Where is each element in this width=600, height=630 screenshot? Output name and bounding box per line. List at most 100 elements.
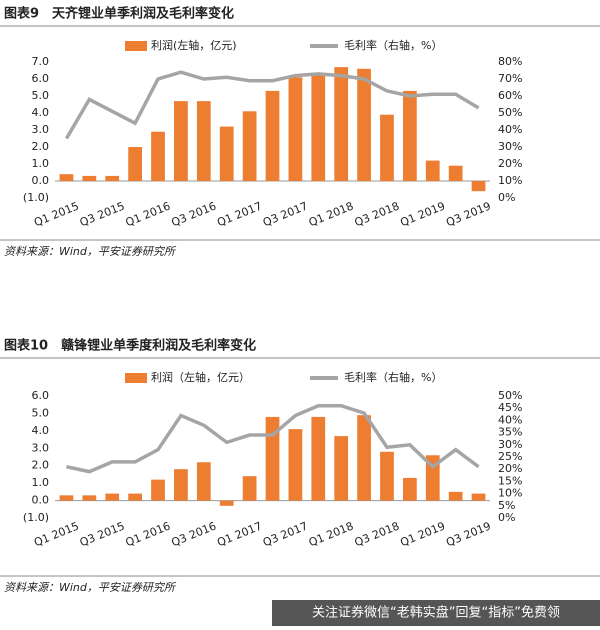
y2-tick-label: 80%	[498, 55, 522, 68]
x-tick-label: Q1 2017	[215, 200, 264, 230]
y-tick-label: 2.0	[32, 459, 50, 472]
y2-tick-label: 40%	[498, 123, 522, 136]
banner-bg	[272, 600, 600, 626]
x-tick-label: Q1 2018	[307, 200, 356, 230]
y2-tick-label: 25%	[498, 450, 522, 463]
y-tick-label: (1.0)	[23, 191, 49, 204]
y2-tick-label: 15%	[498, 474, 522, 487]
x-tick-label: Q3 2019	[444, 520, 493, 550]
bar	[448, 165, 463, 181]
x-tick-label: Q3 2019	[444, 200, 493, 230]
bar	[357, 68, 371, 181]
bar	[311, 73, 326, 181]
y2-tick-label: 30%	[498, 140, 522, 153]
bar	[471, 493, 486, 501]
x-tick-label: Q3 2018	[353, 200, 402, 230]
y-tick-label: 0.0	[32, 174, 50, 187]
bar	[334, 67, 349, 181]
banner: 关注证券微信“老韩实盘”回复“指标”免费领	[312, 605, 560, 621]
y2-tick-label: 10%	[498, 174, 522, 187]
bar	[425, 160, 440, 181]
y2-tick-label: 5%	[498, 499, 515, 512]
y-tick-label: 4.0	[32, 106, 50, 119]
bar	[196, 101, 211, 181]
y-tick-label: 3.0	[32, 441, 50, 454]
y2-tick-label: 70%	[498, 72, 522, 85]
y-tick-label: 3.0	[32, 123, 50, 136]
y2-tick-label: 30%	[498, 438, 522, 451]
bar	[151, 131, 165, 181]
x-tick-label: Q3 2015	[78, 520, 127, 550]
y-tick-label: 7.0	[32, 55, 50, 68]
bar	[151, 479, 165, 501]
bar	[59, 174, 74, 181]
bar	[174, 469, 188, 501]
bar	[403, 90, 417, 181]
y2-tick-label: 50%	[498, 389, 522, 402]
x-tick-label: Q1 2018	[307, 520, 356, 550]
bar	[219, 126, 234, 181]
x-tick-label: Q1 2017	[215, 520, 264, 550]
y2-tick-label: 40%	[498, 413, 522, 426]
legend-label: 利润(左轴，亿元)	[151, 38, 237, 52]
bar	[59, 495, 74, 501]
bar	[288, 77, 303, 181]
x-tick-label: Q1 2019	[398, 520, 447, 550]
bar	[448, 491, 463, 501]
y2-tick-label: 10%	[498, 487, 522, 500]
bar	[82, 495, 97, 501]
bar	[265, 90, 280, 181]
x-tick-label: Q3 2018	[353, 520, 402, 550]
y-tick-label: 5.0	[32, 89, 50, 102]
y2-tick-label: 50%	[498, 106, 522, 119]
bar	[105, 493, 120, 501]
source: 资料来源：Wind，平安证券研究所	[4, 581, 177, 594]
x-tick-label: Q1 2019	[398, 200, 447, 230]
bar	[288, 429, 303, 501]
x-tick-label: Q3 2017	[261, 520, 310, 550]
bar	[242, 111, 257, 181]
bar	[242, 476, 257, 501]
y-tick-label: 5.0	[32, 406, 50, 419]
x-tick-label: Q3 2017	[261, 200, 310, 230]
y-tick-label: (1.0)	[23, 511, 49, 524]
x-tick-label: Q1 2016	[124, 520, 173, 550]
bar	[357, 415, 371, 501]
bar	[380, 451, 394, 501]
y-tick-label: 1.0	[32, 476, 50, 489]
margin-line	[66, 404, 480, 474]
y-tick-label: 4.0	[32, 424, 50, 437]
x-tick-label: Q3 2016	[169, 200, 218, 230]
legend-label: 毛利率（右轴，%）	[344, 38, 442, 52]
y-tick-label: 0.0	[32, 494, 50, 507]
legend-swatch	[125, 41, 147, 51]
bar	[425, 455, 440, 501]
y2-tick-label: 0%	[498, 511, 515, 524]
bar	[128, 493, 142, 501]
y-tick-label: 6.0	[32, 72, 50, 85]
y2-tick-label: 45%	[498, 401, 522, 414]
margin-line	[64, 70, 480, 140]
y-tick-label: 6.0	[32, 389, 50, 402]
bar	[196, 462, 211, 501]
bar	[128, 147, 142, 181]
legend-label: 毛利率（右轴，%）	[344, 370, 442, 384]
bar	[265, 416, 280, 501]
y2-tick-label: 0%	[498, 191, 515, 204]
bar	[82, 175, 97, 181]
y2-tick-label: 20%	[498, 157, 522, 170]
bar	[334, 436, 349, 501]
bar	[311, 416, 326, 501]
bar	[471, 181, 486, 192]
source: 资料来源：Wind，平安证券研究所	[4, 245, 177, 258]
y2-tick-label: 35%	[498, 426, 522, 439]
bar	[403, 477, 417, 501]
y-tick-label: 1.0	[32, 157, 50, 170]
legend-swatch	[125, 373, 147, 383]
bar	[174, 101, 188, 181]
y-tick-label: 2.0	[32, 140, 50, 153]
y2-tick-label: 60%	[498, 89, 522, 102]
x-tick-label: Q3 2015	[78, 200, 127, 230]
bar	[105, 175, 120, 181]
chart-title: 图表9 天齐锂业单季利润及毛利率变化	[4, 6, 234, 22]
